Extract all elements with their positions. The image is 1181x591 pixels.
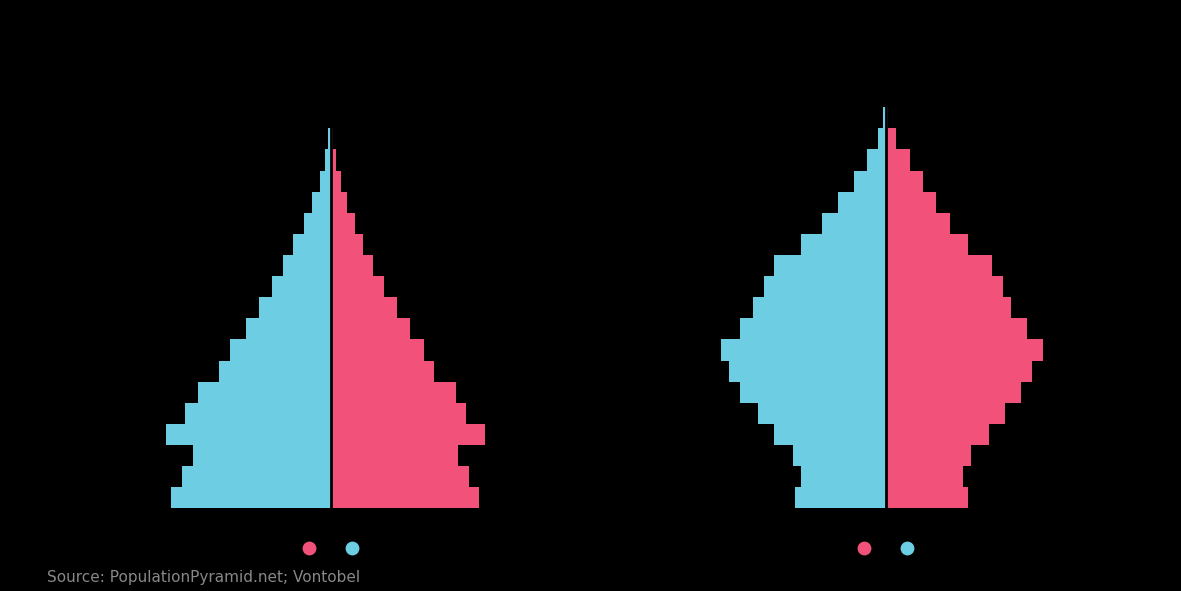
Bar	[331, 361, 435, 382]
Bar	[792, 445, 886, 466]
Bar	[293, 234, 331, 255]
Bar	[331, 424, 484, 445]
Bar	[877, 128, 886, 150]
Bar	[331, 171, 341, 191]
Bar	[165, 424, 331, 445]
Bar	[886, 402, 1005, 424]
Bar	[753, 297, 886, 319]
Bar	[883, 107, 886, 128]
Bar	[182, 466, 331, 487]
Bar	[729, 361, 886, 382]
Bar	[886, 234, 968, 255]
Bar	[331, 382, 456, 402]
Bar	[331, 297, 397, 319]
Bar	[886, 361, 1032, 382]
Bar	[886, 255, 992, 276]
Point	[300, 544, 319, 553]
Bar	[312, 191, 331, 213]
Bar	[331, 319, 411, 339]
Bar	[739, 319, 886, 339]
Bar	[886, 150, 909, 171]
Bar	[220, 361, 331, 382]
Bar	[328, 128, 331, 150]
Bar	[886, 107, 888, 128]
Bar	[837, 191, 886, 213]
Bar	[739, 382, 886, 402]
Bar	[259, 297, 331, 319]
Bar	[801, 466, 886, 487]
Bar	[331, 128, 333, 150]
Bar	[320, 171, 331, 191]
Bar	[331, 276, 384, 297]
Bar	[886, 424, 990, 445]
Bar	[193, 445, 331, 466]
Bar	[886, 128, 896, 150]
Bar	[229, 339, 331, 361]
Bar	[867, 150, 886, 171]
Text: Source: PopulationPyramid.net; Vontobel: Source: PopulationPyramid.net; Vontobel	[47, 570, 360, 585]
Bar	[886, 171, 924, 191]
Bar	[796, 487, 886, 508]
Bar	[764, 276, 886, 297]
Bar	[246, 319, 331, 339]
Bar	[886, 213, 950, 234]
Bar	[886, 445, 971, 466]
Bar	[886, 339, 1043, 361]
Bar	[331, 445, 458, 466]
Bar	[886, 297, 1011, 319]
Bar	[325, 150, 331, 171]
Bar	[854, 171, 886, 191]
Bar	[331, 402, 466, 424]
Bar	[331, 487, 479, 508]
Point	[898, 544, 916, 553]
Bar	[171, 487, 331, 508]
Bar	[886, 466, 963, 487]
Bar	[886, 191, 937, 213]
Bar	[886, 487, 968, 508]
Bar	[775, 255, 886, 276]
Bar	[886, 382, 1022, 402]
Bar	[198, 382, 331, 402]
Bar	[331, 339, 424, 361]
Bar	[184, 402, 331, 424]
Bar	[886, 319, 1026, 339]
Bar	[331, 191, 347, 213]
Bar	[822, 213, 886, 234]
Bar	[283, 255, 331, 276]
Bar	[331, 150, 337, 171]
Bar	[758, 402, 886, 424]
Bar	[331, 255, 373, 276]
Point	[342, 544, 361, 553]
Point	[855, 544, 874, 553]
Bar	[886, 276, 1003, 297]
Bar	[801, 234, 886, 255]
Bar	[775, 424, 886, 445]
Bar	[305, 213, 331, 234]
Bar	[331, 466, 469, 487]
Bar	[331, 213, 354, 234]
Bar	[331, 234, 363, 255]
Bar	[272, 276, 331, 297]
Bar	[720, 339, 886, 361]
